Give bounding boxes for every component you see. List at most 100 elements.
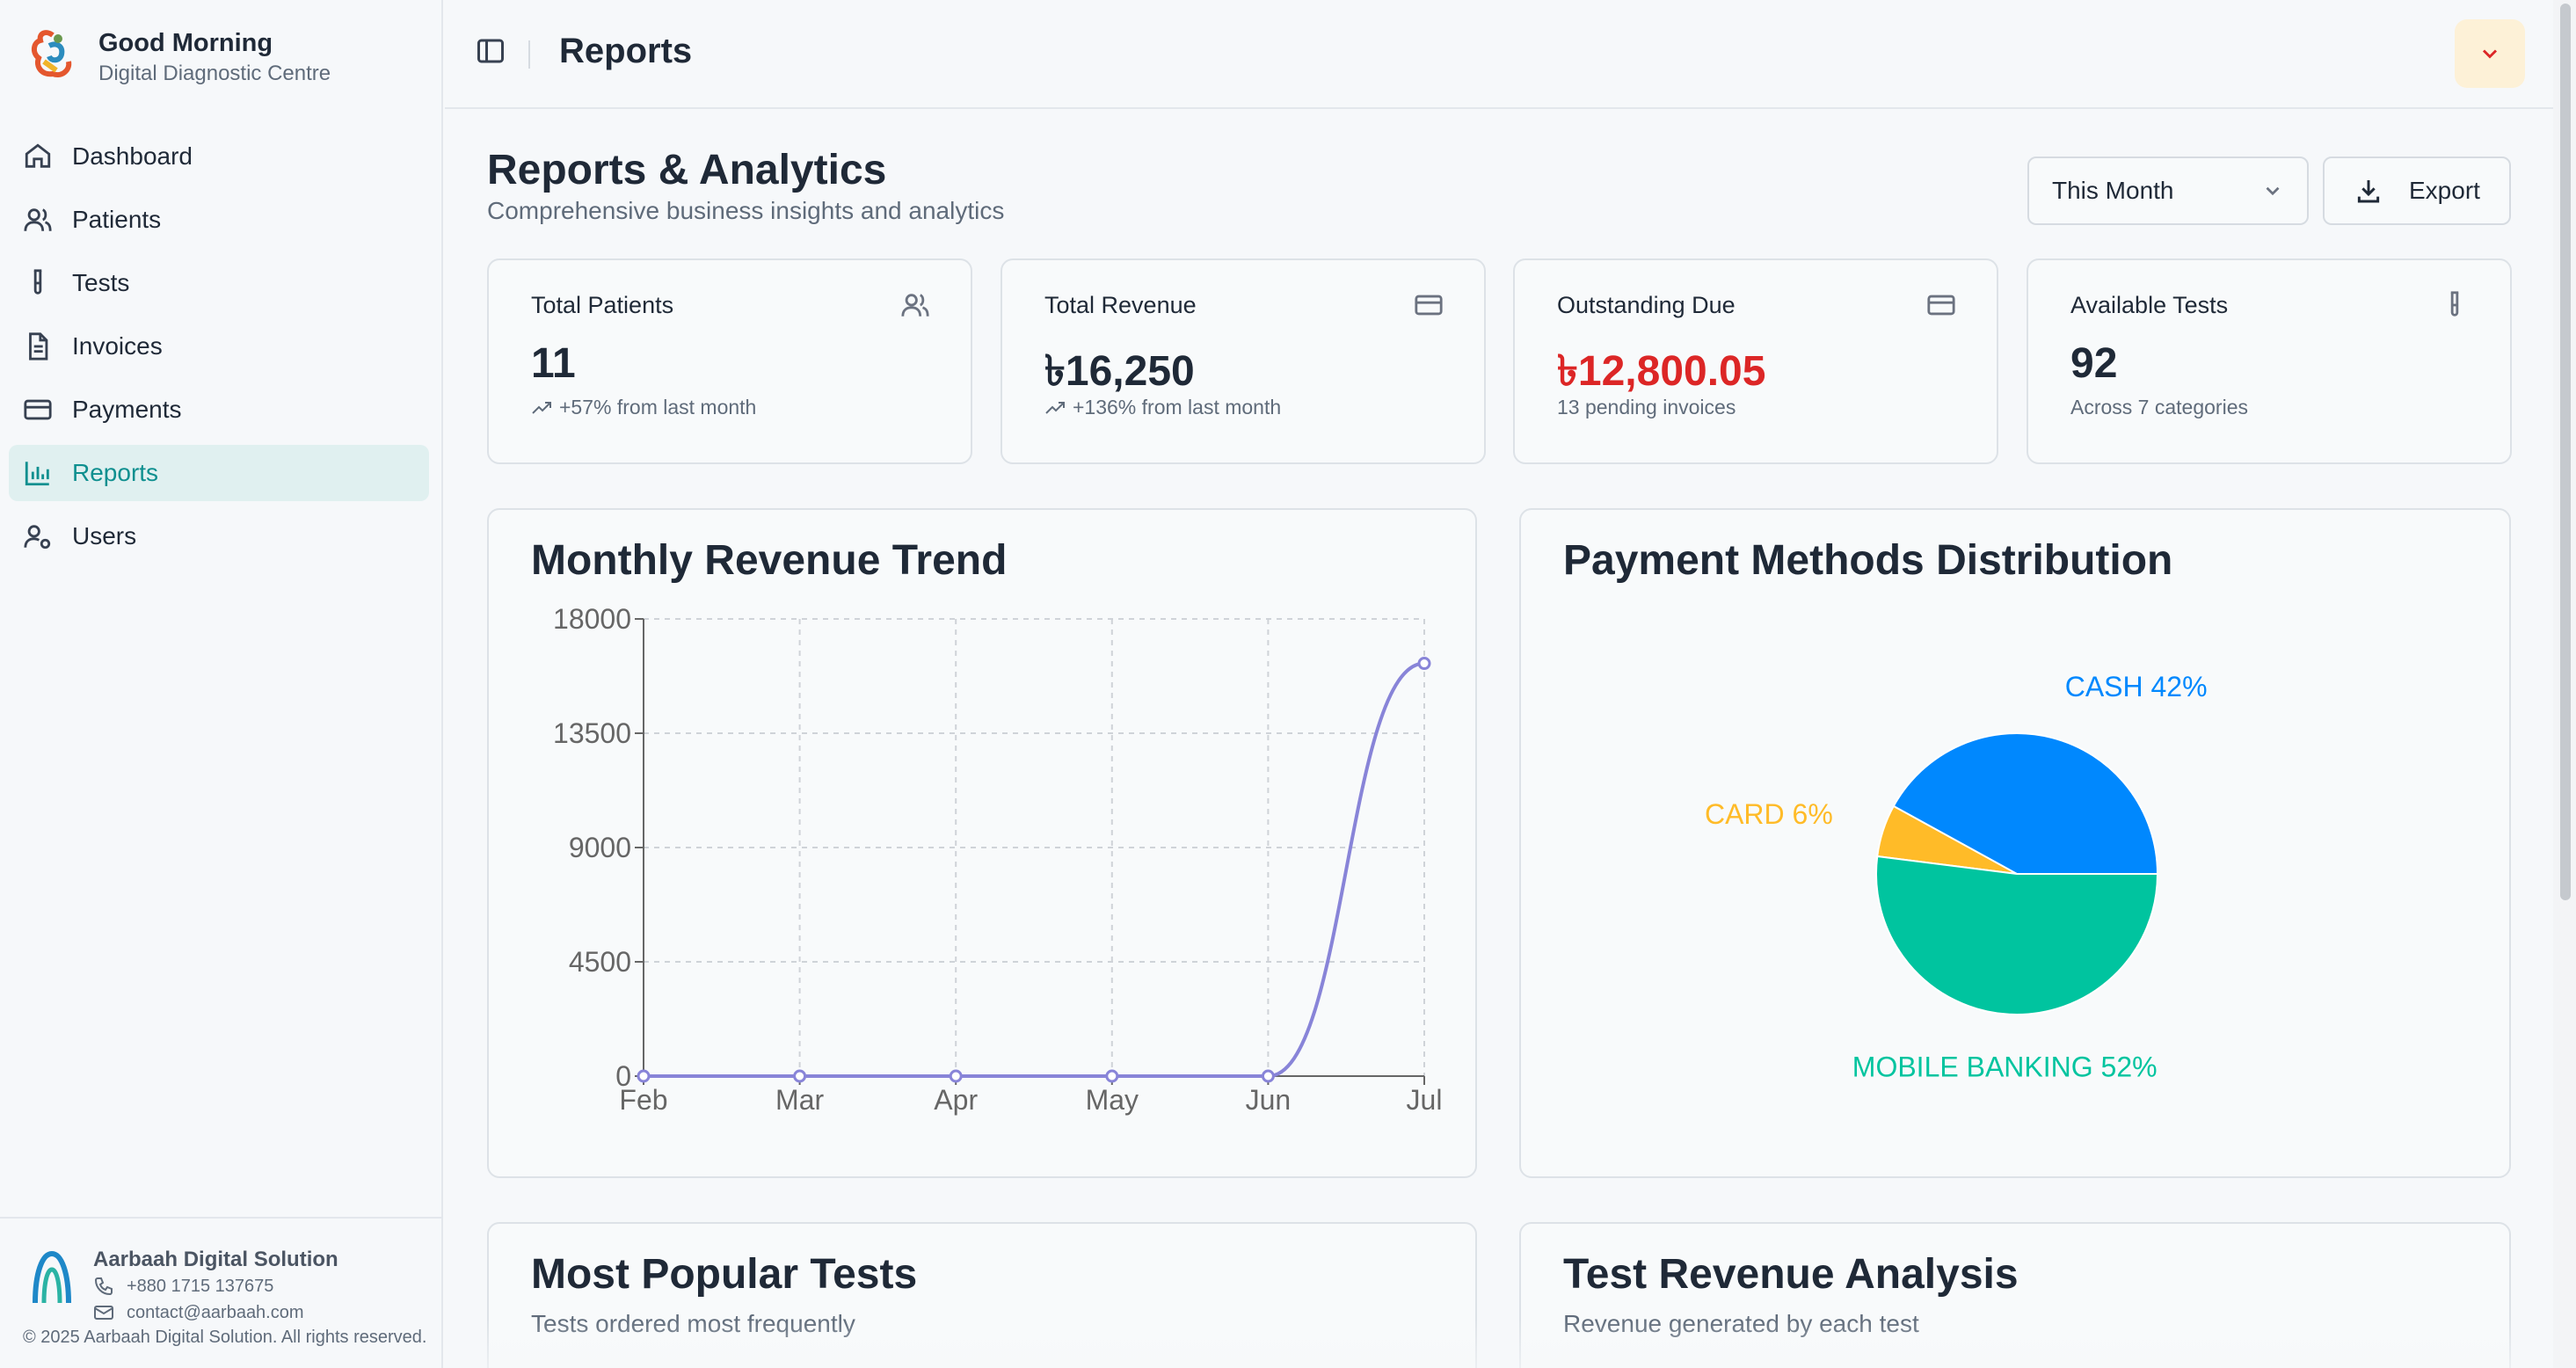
trending-up-icon — [532, 401, 551, 414]
revenue-trend-card: Monthly Revenue Trend 0 4500 9000 13500 1800… — [487, 508, 1477, 1178]
revenue-line-chart: 0 4500 9000 13500 18000 Feb Mar Apr May Jun Jul — [553, 603, 1443, 1116]
export-label: Export — [2409, 177, 2480, 204]
test-tube-icon — [33, 269, 42, 295]
data-point — [1417, 657, 1431, 671]
credit-card-icon — [1927, 295, 1955, 316]
stat-value: 11 — [531, 340, 576, 387]
sidebar-item-dashboard[interactable]: Dashboard — [9, 128, 429, 185]
x-tick-label: Apr — [934, 1084, 978, 1116]
x-tick-label: Feb — [619, 1084, 667, 1116]
sidebar-item-label: Patients — [72, 206, 162, 233]
stat-label: Total Patients — [531, 292, 674, 318]
stat-card-total-patients: Total Patients 11 +57% from last month — [487, 258, 972, 464]
pie-slice — [1892, 732, 2159, 875]
sidebar-toggle-button[interactable] — [475, 35, 513, 74]
panel-left-icon — [477, 39, 504, 63]
x-tick-label: Jun — [1246, 1084, 1292, 1116]
sidebar-nav: Dashboard Patients Tests Invoices Paymen… — [9, 128, 429, 571]
payment-pie-chart: CASH 42% CARD 6% MOBILE BANKING 52% — [1705, 671, 2208, 1083]
header-title: Reports — [559, 32, 693, 70]
download-icon — [2357, 180, 2380, 203]
trending-up-icon — [1045, 401, 1065, 414]
company-phone[interactable]: +880 1715 137675 — [93, 1273, 338, 1299]
chevron-down-icon — [2266, 186, 2280, 196]
pie-slice-label: MOBILE BANKING 52% — [1852, 1051, 2158, 1083]
series-line — [644, 661, 1425, 1079]
sidebar-item-reports[interactable]: Reports — [9, 445, 429, 501]
brand-logo-icon — [32, 30, 72, 77]
company-name: Aarbaah Digital Solution — [93, 1248, 338, 1271]
sidebar-item-label: Payments — [72, 396, 182, 423]
sidebar-item-tests[interactable]: Tests — [9, 255, 429, 311]
stat-value: ৳16,250 — [1044, 348, 1195, 395]
page-subtitle: Comprehensive business insights and anal… — [487, 197, 1005, 224]
sidebar-item-payments[interactable]: Payments — [9, 382, 429, 438]
card-subtitle: Revenue generated by each test — [1563, 1310, 1919, 1337]
copyright: © 2025 Aarbaah Digital Solution. All rig… — [23, 1328, 427, 1347]
credit-card-icon — [1415, 295, 1443, 316]
pie-slice-label: CASH 42% — [2065, 671, 2208, 702]
test-tube-icon — [2450, 291, 2459, 317]
sidebar-item-label: Tests — [72, 269, 130, 296]
popular-tests-card: Most Popular Tests Tests ordered most fr… — [487, 1222, 1477, 1368]
brand-subtitle: Digital Diagnostic Centre — [98, 62, 331, 85]
stat-note-text: 13 pending invoices — [1557, 396, 1736, 418]
x-tick-label: May — [1086, 1084, 1139, 1116]
scrollbar-thumb[interactable] — [2560, 4, 2571, 900]
brand[interactable]: Good Morning Digital Diagnostic Centre — [26, 26, 331, 88]
stat-note-text: +136% from last month — [1073, 396, 1282, 418]
page-scrollbar[interactable] — [2553, 0, 2576, 1368]
card-title: Test Revenue Analysis — [1563, 1251, 2019, 1298]
file-text-icon — [29, 332, 48, 360]
stat-card-total-revenue: Total Revenue ৳16,250 +136% from last mo… — [1001, 258, 1486, 464]
stat-note: +136% from last month — [1044, 396, 1281, 419]
x-tick-label: Jul — [1407, 1084, 1443, 1116]
payment-methods-card: Payment Methods Distribution CASH 42% CAR… — [1519, 508, 2511, 1178]
sidebar: Good Morning Digital Diagnostic Centre D… — [0, 0, 443, 1368]
stat-label: Outstanding Due — [1557, 292, 1736, 318]
y-tick-label: 18000 — [553, 603, 631, 635]
data-point — [1261, 1069, 1275, 1083]
data-point — [637, 1069, 651, 1083]
x-tick-label: Mar — [775, 1084, 824, 1116]
user-cog-icon — [24, 525, 51, 549]
pie-slice — [1875, 855, 2159, 1016]
users-icon — [24, 208, 52, 231]
phone-text: +880 1715 137675 — [127, 1277, 274, 1296]
y-tick-label: 4500 — [569, 946, 631, 978]
chevron-down-icon — [2482, 49, 2498, 59]
credit-card-icon — [24, 399, 52, 420]
stat-label: Available Tests — [2070, 292, 2229, 318]
sidebar-item-label: Invoices — [72, 332, 163, 360]
sidebar-item-label: Users — [72, 522, 137, 549]
pie-slice-label: CARD 6% — [1705, 798, 1833, 830]
export-button[interactable]: Export — [2323, 156, 2511, 225]
sidebar-footer: Aarbaah Digital Solution +880 1715 13767… — [0, 1217, 443, 1368]
y-tick-label: 0 — [615, 1060, 631, 1092]
company-email[interactable]: contact@aarbaah.com — [93, 1299, 338, 1326]
card-title: Monthly Revenue Trend — [531, 537, 1008, 584]
stat-note-text: +57% from last month — [559, 396, 757, 418]
sidebar-item-patients[interactable]: Patients — [9, 192, 429, 248]
company-info: Aarbaah Digital Solution +880 1715 13767… — [30, 1247, 338, 1326]
stat-value: 92 — [2070, 340, 2118, 387]
card-title: Payment Methods Distribution — [1563, 537, 2173, 584]
bar-chart-icon — [25, 462, 49, 486]
sidebar-item-users[interactable]: Users — [9, 508, 429, 564]
user-menu-button[interactable] — [2455, 19, 2525, 88]
y-tick-label: 13500 — [553, 717, 631, 749]
data-point — [949, 1069, 963, 1083]
stat-card-outstanding-due: Outstanding Due ৳12,800.05 13 pending in… — [1513, 258, 1998, 464]
card-title: Most Popular Tests — [531, 1251, 918, 1298]
period-select[interactable]: This Month — [2027, 156, 2309, 225]
sidebar-item-label: Dashboard — [72, 142, 193, 170]
stat-card-available-tests: Available Tests 92 Across 7 categories — [2027, 258, 2512, 464]
page-title: Reports & Analytics — [487, 147, 887, 193]
stat-label: Total Revenue — [1044, 292, 1197, 318]
stat-note-text: Across 7 categories — [2070, 396, 2248, 418]
sidebar-item-invoices[interactable]: Invoices — [9, 318, 429, 375]
stat-note: 13 pending invoices — [1557, 396, 1736, 419]
header-divider — [528, 40, 530, 69]
company-logo-icon — [33, 1250, 71, 1304]
home-icon — [25, 143, 51, 168]
